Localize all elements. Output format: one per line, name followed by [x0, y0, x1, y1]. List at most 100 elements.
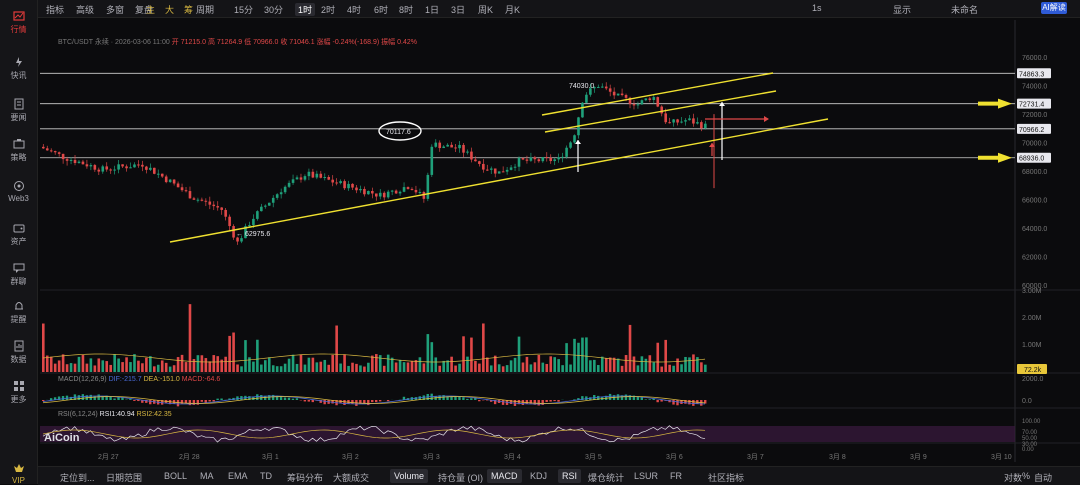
volume-bar — [256, 340, 259, 372]
volume-bar — [617, 359, 620, 372]
candle-body — [101, 166, 104, 171]
sub-indicator-6-button[interactable]: LSUR — [634, 471, 658, 481]
volume-bar — [240, 366, 243, 372]
candle-body — [502, 171, 505, 172]
macd-bar — [553, 400, 555, 401]
community-indicator-button[interactable]: 社区指标 — [708, 471, 744, 484]
trendline-middle — [545, 91, 776, 132]
auto-toggle[interactable]: 自动 — [1034, 471, 1052, 484]
macd-bar — [351, 400, 353, 404]
volume-bar — [696, 357, 699, 372]
candle-body — [458, 145, 461, 148]
volume-bar — [42, 324, 45, 372]
volume-bar — [605, 358, 608, 372]
volume-bar — [153, 366, 156, 372]
time-tick: 3月 2 — [342, 453, 359, 461]
red-arrow-head — [764, 116, 769, 122]
candle-body — [193, 198, 196, 199]
main-indicator-ma-button[interactable]: MA — [200, 471, 214, 481]
volume-bar — [105, 361, 108, 372]
candle-body — [656, 97, 659, 106]
volume-bar — [419, 357, 422, 372]
volume-bar — [700, 362, 703, 372]
main-indicator-boll-button[interactable]: BOLL — [164, 471, 187, 481]
sub-indicator-3-button[interactable]: KDJ — [530, 471, 547, 481]
candlestick-chart[interactable]: 76000.074000.072000.070000.068000.066000… — [0, 0, 1080, 466]
volume-bar — [117, 359, 120, 372]
candle-body — [256, 211, 259, 219]
macd-bar — [692, 400, 694, 406]
volume-bar — [526, 357, 529, 372]
candle-body — [228, 217, 231, 226]
candle-body — [316, 174, 319, 178]
macd-bar — [462, 397, 464, 400]
candle-body — [403, 187, 406, 192]
volume-bar — [129, 362, 132, 372]
candle-body — [169, 180, 172, 182]
candle-body — [300, 177, 303, 179]
volume-bar — [379, 355, 382, 372]
candle-body — [688, 118, 691, 120]
volume-bar — [645, 359, 648, 372]
percent-toggle[interactable]: % — [1022, 471, 1030, 481]
candle-body — [609, 88, 612, 91]
candle-body — [478, 161, 481, 164]
price-tick: 64000.0 — [1022, 226, 1047, 233]
candle-body — [649, 98, 652, 100]
locate-button[interactable]: 定位到... — [60, 471, 95, 484]
volume-bar — [304, 365, 307, 372]
main-indicator-大额成交-button[interactable]: 大额成交 — [333, 471, 369, 484]
candle-body — [82, 162, 85, 165]
sub-indicator-5-button[interactable]: 爆仓统计 — [588, 471, 624, 484]
candle-body — [601, 87, 604, 88]
volume-bar — [518, 337, 521, 372]
candle-body — [308, 172, 311, 176]
macd-bar — [545, 400, 547, 402]
candle-body — [232, 226, 235, 237]
candle-body — [268, 203, 271, 206]
volume-bar — [335, 326, 338, 372]
candle-body — [133, 164, 136, 167]
candle-body — [427, 175, 430, 199]
candle-body — [482, 164, 485, 170]
macd-bar — [212, 400, 214, 401]
volume-bar — [82, 355, 85, 372]
candle-body — [284, 187, 287, 192]
sub-indicator-0-button[interactable]: Volume — [390, 469, 428, 483]
candle-body — [153, 168, 156, 174]
candle-body — [621, 94, 624, 95]
volume-bar — [66, 364, 69, 372]
rsi-name: RSI(6,12,24) — [58, 411, 98, 418]
sub-indicator-2-button[interactable]: MACD — [487, 469, 522, 483]
volume-bar — [264, 360, 267, 372]
volume-bar — [145, 358, 148, 372]
candle-body — [684, 120, 687, 121]
volume-bar — [534, 362, 537, 372]
volume-bar — [403, 362, 406, 372]
time-tick: 2月 28 — [179, 453, 200, 461]
volume-bar — [431, 342, 434, 372]
main-indicator-筹码分布-button[interactable]: 筹码分布 — [287, 471, 323, 484]
date-range-button[interactable]: 日期范围 — [106, 471, 142, 484]
log-toggle[interactable]: 对数 — [1004, 471, 1022, 484]
candle-body — [355, 188, 358, 191]
volume-bar — [454, 366, 457, 372]
macd-dif: DIF:-215.7 — [109, 376, 142, 383]
candle-body — [216, 206, 219, 207]
candle-body — [613, 92, 616, 96]
sub-indicator-1-button[interactable]: 持仓量 (OI) — [438, 471, 483, 484]
candle-body — [54, 151, 57, 152]
candle-body — [98, 170, 101, 172]
volume-bar — [494, 356, 497, 372]
sub-indicator-7-button[interactable]: FR — [670, 471, 682, 481]
price-box-label: 68936.0 — [1019, 156, 1044, 163]
candle-body — [177, 184, 180, 188]
macd-bar — [185, 400, 187, 403]
main-indicator-ema-button[interactable]: EMA — [228, 471, 248, 481]
candle-body — [109, 170, 112, 171]
volume-tick: 1.00M — [1022, 342, 1042, 349]
volume-bar — [193, 359, 196, 372]
candle-body — [157, 174, 160, 175]
sub-indicator-4-button[interactable]: RSI — [558, 469, 581, 483]
main-indicator-td-button[interactable]: TD — [260, 471, 272, 481]
